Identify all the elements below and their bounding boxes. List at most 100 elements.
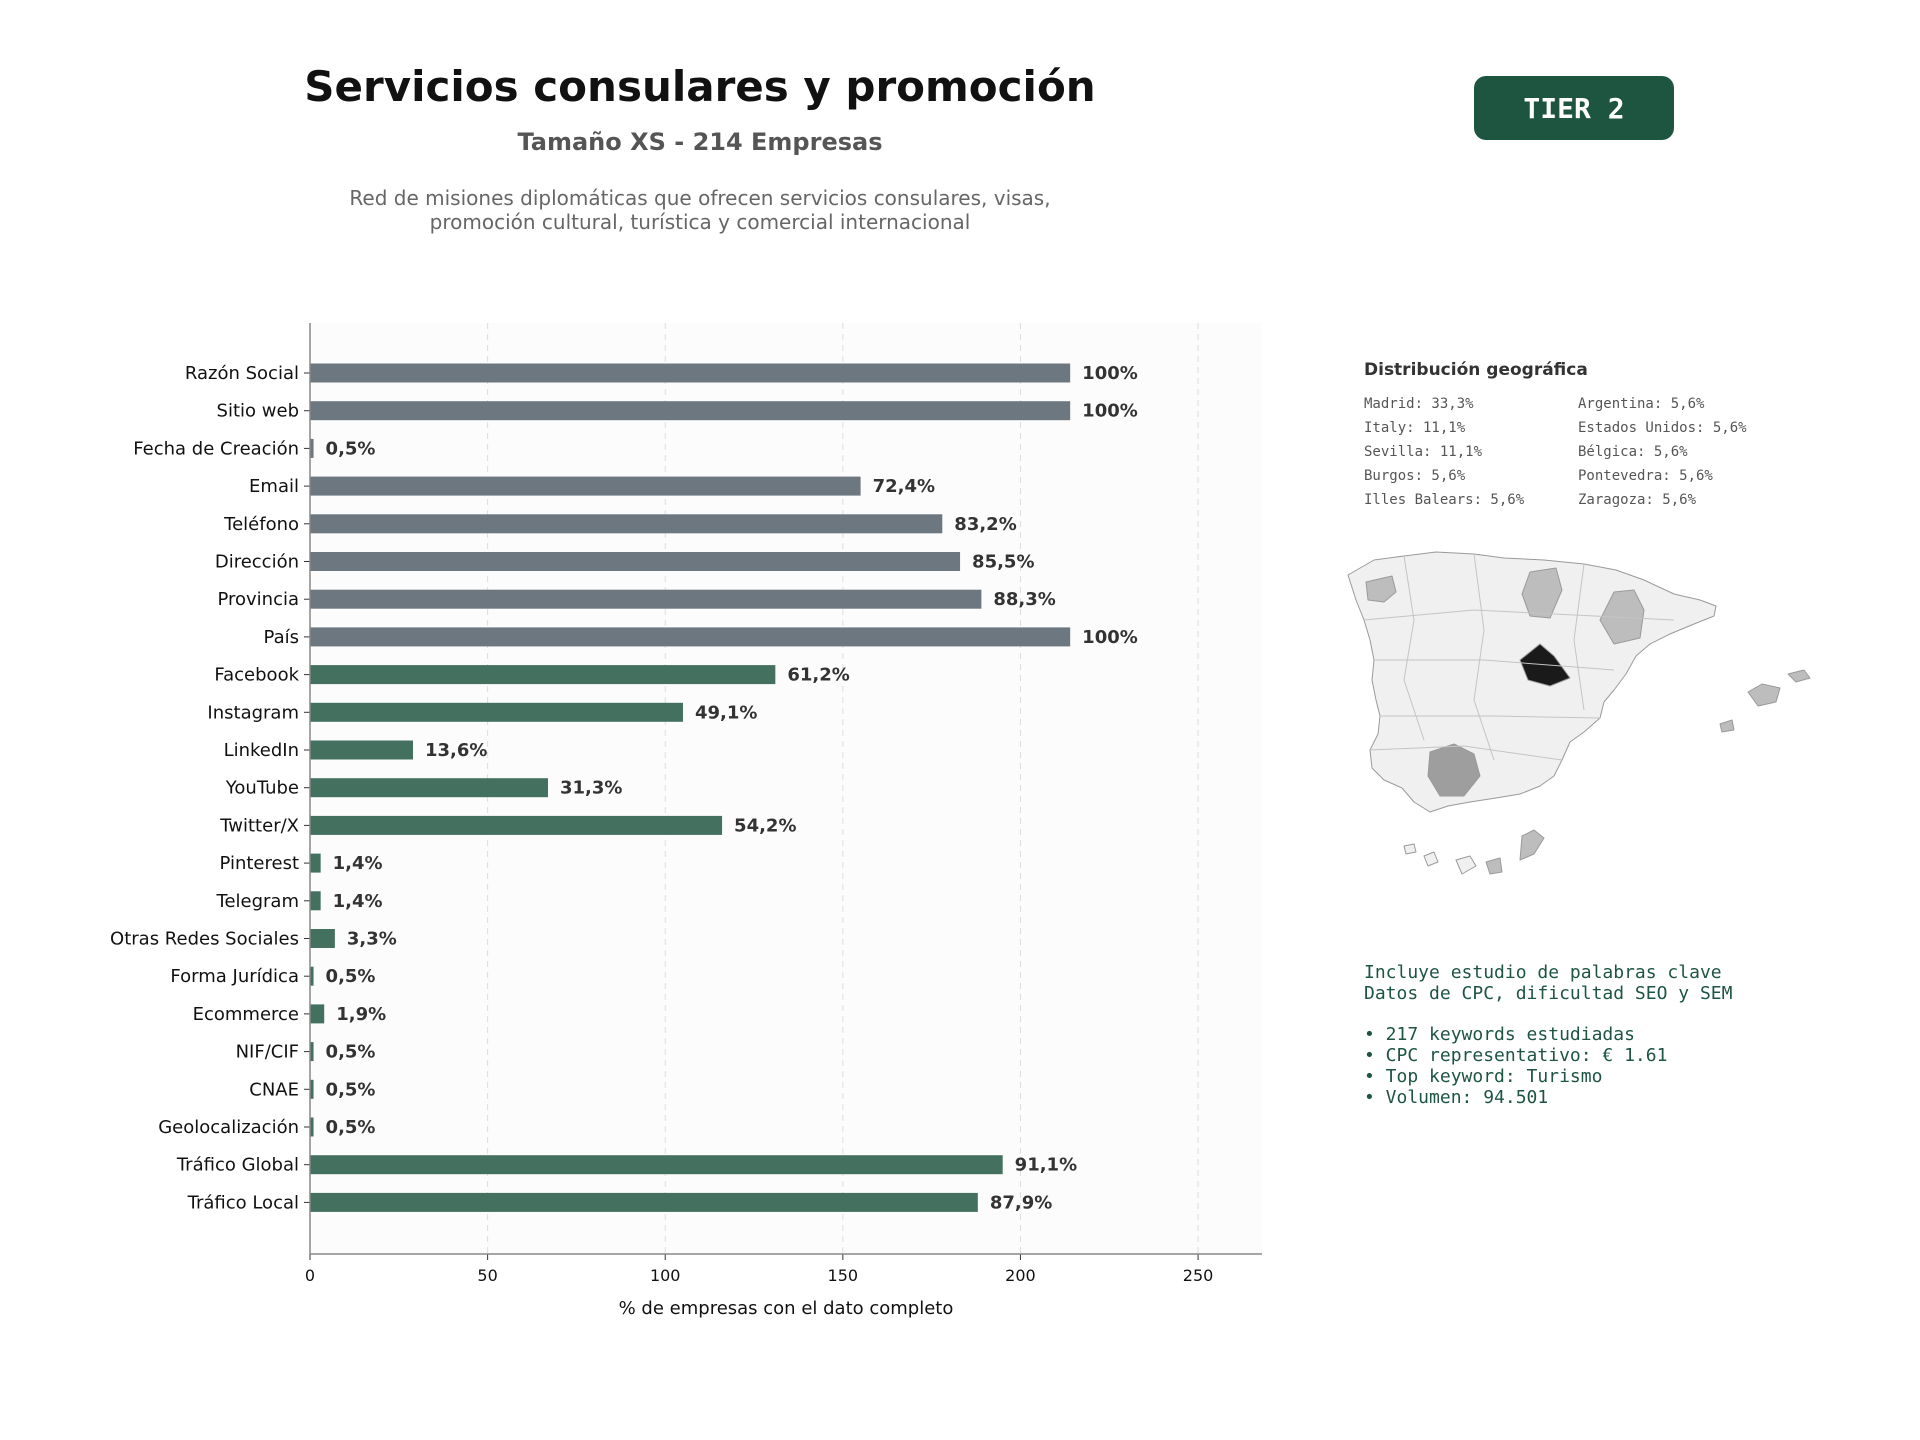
bar: [310, 476, 861, 496]
bar: [310, 966, 314, 986]
data-label: 0,5%: [326, 1042, 376, 1063]
category-label: Fecha de Creación: [133, 438, 299, 459]
keyword-bullet: • 217 keywords estudiadas: [1364, 1024, 1635, 1045]
bar: [310, 929, 335, 948]
map-canary-islands-1: [1455, 855, 1477, 875]
bar: [310, 740, 414, 760]
geo-entry: Pontevedra: 5,6%: [1578, 468, 1713, 484]
map-canary-islands-3: [1519, 829, 1545, 861]
category-label: Tráfico Local: [187, 1192, 299, 1213]
keyword-bullet: • CPC representativo: € 1.61: [1364, 1045, 1668, 1066]
geo-entry: Bélgica: 5,6%: [1578, 444, 1688, 460]
map-canary-islands-2: [1485, 857, 1503, 875]
map-sevilla-highlight: [1427, 743, 1481, 797]
bar: [310, 665, 776, 685]
data-label: 88,3%: [993, 589, 1055, 610]
data-label: 49,1%: [695, 702, 757, 723]
bar: [310, 778, 548, 798]
category-label: Ecommerce: [193, 1004, 299, 1025]
category-label: Instagram: [207, 702, 299, 723]
keyword-intro: Incluye estudio de palabras clave: [1364, 962, 1722, 983]
page-subtitle: Tamaño XS - 214 Empresas: [517, 128, 883, 156]
geo-entry: Sevilla: 11,1%: [1364, 444, 1483, 460]
data-label: 0,5%: [326, 1079, 376, 1100]
keyword-study-panel: Incluye estudio de palabras clave Datos …: [1364, 962, 1884, 1108]
data-label: 1,4%: [333, 891, 383, 912]
geo-list: Madrid: 33,3% Argentina: 5,6% Italy: 11,…: [1364, 396, 1844, 508]
bar: [310, 589, 982, 609]
category-label: CNAE: [249, 1079, 299, 1100]
category-label: LinkedIn: [224, 740, 299, 761]
data-label: 61,2%: [787, 665, 849, 686]
x-tick-label: 250: [1183, 1266, 1214, 1285]
data-label: 85,5%: [972, 552, 1034, 573]
data-label: 72,4%: [873, 476, 935, 497]
data-label: 0,5%: [326, 438, 376, 459]
data-label: 100%: [1082, 627, 1138, 648]
geo-entry: Estados Unidos: 5,6%: [1578, 420, 1747, 436]
bar: [310, 363, 1071, 383]
data-label: 0,5%: [326, 966, 376, 987]
geo-distribution-panel: Distribución geográfica Madrid: 33,3% Ar…: [1364, 360, 1844, 508]
geo-entry: Madrid: 33,3%: [1364, 396, 1474, 412]
bar: [310, 1079, 314, 1099]
description-line: Red de misiones diplomáticas que ofrecen…: [349, 186, 1051, 210]
spain-map: [1347, 551, 1811, 875]
map-menorca: [1787, 669, 1811, 683]
tier-badge: TIER 2: [1474, 76, 1674, 140]
category-label: Provincia: [217, 589, 299, 610]
map-canary-islands-4: [1423, 851, 1439, 867]
bar: [310, 1192, 978, 1212]
x-tick-label: 50: [477, 1266, 497, 1285]
data-label: 87,9%: [990, 1192, 1052, 1213]
map-galicia-highlight: [1365, 575, 1397, 603]
x-axis-title: % de empresas con el dato completo: [619, 1298, 954, 1319]
category-label: Twitter/X: [219, 815, 299, 836]
category-label: Email: [249, 476, 299, 497]
category-label: Dirección: [215, 552, 299, 573]
bar: [310, 1117, 314, 1137]
page-title: Servicios consulares y promoción: [304, 62, 1096, 111]
x-tick-label: 150: [828, 1266, 859, 1285]
x-tick-label: 0: [305, 1266, 315, 1285]
map-balearic-islands: [1747, 683, 1781, 707]
bar: [310, 853, 321, 873]
map-canary-islands-5: [1403, 843, 1417, 855]
data-label: 100%: [1082, 401, 1138, 422]
data-label: 1,9%: [336, 1004, 386, 1025]
bar: [310, 401, 1071, 421]
x-tick-label: 200: [1005, 1266, 1036, 1285]
geo-entry: Italy: 11,1%: [1364, 420, 1466, 436]
sector-description: Red de misiones diplomáticas que ofrecen…: [300, 186, 1100, 234]
category-label: Teléfono: [223, 514, 299, 535]
map-burgos-highlight: [1521, 567, 1563, 619]
data-label: 31,3%: [560, 778, 622, 799]
map-ibiza: [1719, 719, 1735, 733]
category-label: Forma Jurídica: [170, 966, 299, 987]
category-label: Tráfico Global: [176, 1155, 299, 1176]
data-label: 91,1%: [1015, 1155, 1077, 1176]
bar: [310, 552, 961, 571]
bar: [310, 627, 1071, 647]
category-label: YouTube: [225, 778, 299, 799]
category-label: Pinterest: [219, 853, 299, 874]
bar: [310, 514, 943, 534]
geo-title: Distribución geográfica: [1364, 360, 1588, 380]
category-label: Sitio web: [217, 401, 299, 422]
data-label: 100%: [1082, 363, 1138, 384]
bar: [310, 438, 314, 458]
category-label: Facebook: [214, 665, 299, 686]
bar: [310, 1042, 314, 1062]
category-label: NIF/CIF: [236, 1042, 299, 1063]
data-label: 13,6%: [425, 740, 487, 761]
category-label: Razón Social: [185, 363, 299, 384]
geo-entry: Zaragoza: 5,6%: [1578, 492, 1697, 508]
geo-entry: Burgos: 5,6%: [1364, 468, 1466, 484]
data-label: 3,3%: [347, 929, 397, 950]
bar: [310, 815, 723, 835]
keyword-bullet: • Top keyword: Turismo: [1364, 1066, 1603, 1087]
geo-entry: Argentina: 5,6%: [1578, 396, 1705, 412]
bar: [310, 1155, 1003, 1175]
category-label: País: [264, 627, 299, 648]
